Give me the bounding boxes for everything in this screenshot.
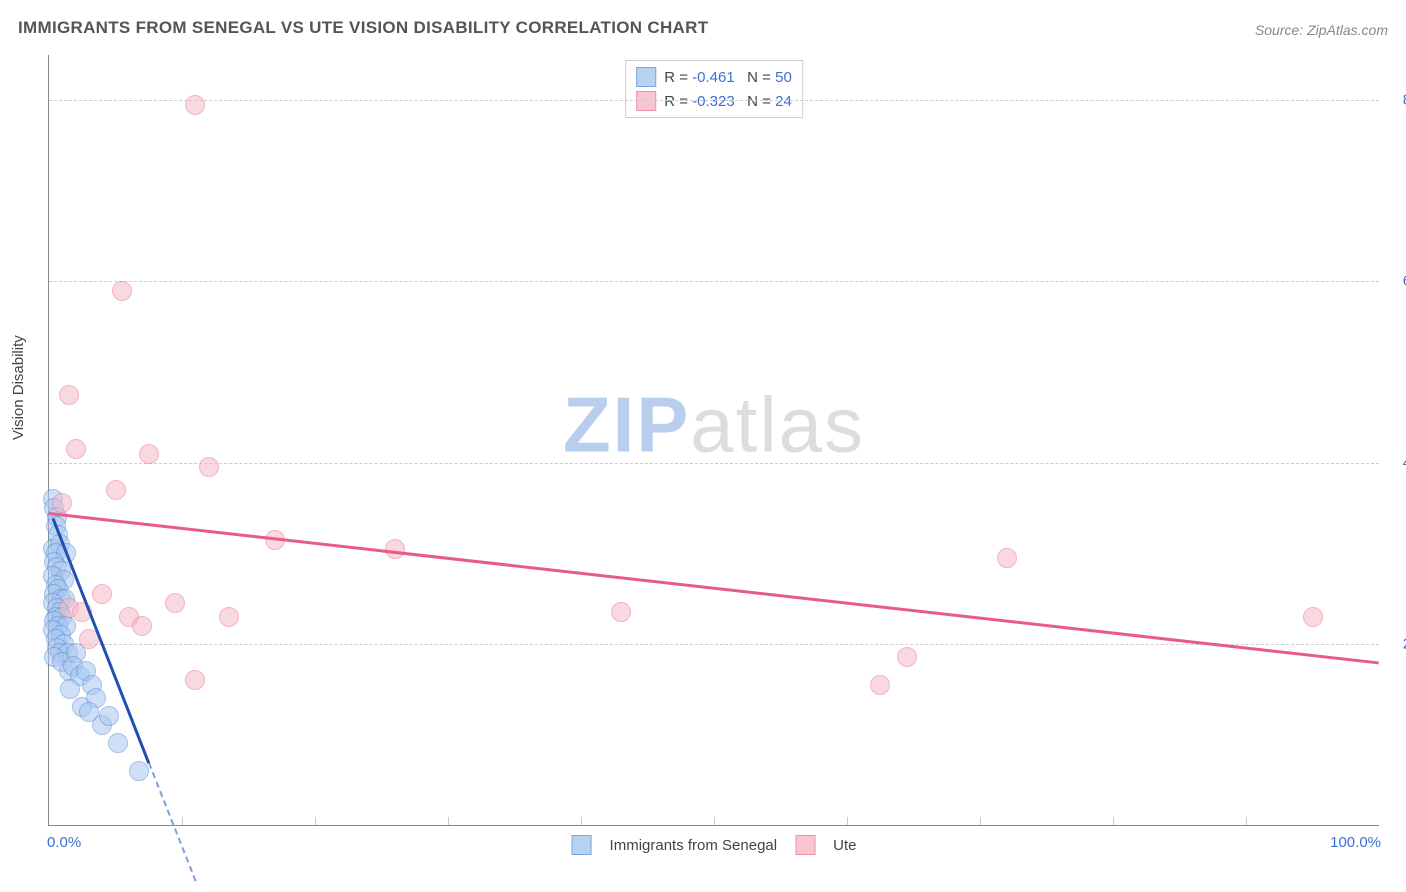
trend-line — [49, 512, 1379, 664]
data-point — [108, 733, 128, 753]
data-point — [66, 439, 86, 459]
y-axis-label: Vision Disability — [10, 335, 27, 440]
data-point — [199, 457, 219, 477]
data-point — [165, 593, 185, 613]
data-point — [112, 281, 132, 301]
x-tick-label: 0.0% — [47, 834, 81, 851]
x-minor-tick — [1246, 817, 1247, 825]
watermark-strong: ZIP — [563, 380, 690, 468]
chart-container: IMMIGRANTS FROM SENEGAL VS UTE VISION DI… — [0, 0, 1406, 892]
gridline-h — [49, 644, 1379, 645]
y-tick-label: 4.0% — [1387, 454, 1406, 471]
data-point — [139, 444, 159, 464]
legend-swatch — [636, 67, 656, 87]
trend-line-extrapolated — [148, 762, 196, 880]
gridline-h — [49, 463, 1379, 464]
x-minor-tick — [182, 817, 183, 825]
x-minor-tick — [714, 817, 715, 825]
y-tick-label: 2.0% — [1387, 635, 1406, 652]
x-minor-tick — [581, 817, 582, 825]
legend-row: R = -0.461 N = 50 — [636, 65, 792, 89]
chart-title: IMMIGRANTS FROM SENEGAL VS UTE VISION DI… — [18, 18, 708, 38]
data-point — [870, 675, 890, 695]
data-point — [92, 584, 112, 604]
watermark: ZIPatlas — [563, 379, 865, 470]
source-label: Source: ZipAtlas.com — [1255, 22, 1388, 38]
data-point — [132, 616, 152, 636]
x-minor-tick — [1113, 817, 1114, 825]
data-point — [219, 607, 239, 627]
data-point — [897, 647, 917, 667]
data-point — [185, 95, 205, 115]
series-legend: Immigrants from Senegal Ute — [572, 835, 857, 855]
watermark-light: atlas — [690, 380, 865, 468]
legend-stat: R = -0.461 N = 50 — [664, 69, 792, 86]
x-minor-tick — [448, 817, 449, 825]
legend-label: Ute — [833, 837, 856, 854]
y-tick-label: 8.0% — [1387, 92, 1406, 109]
x-minor-tick — [847, 817, 848, 825]
legend-swatch — [572, 835, 592, 855]
gridline-h — [49, 281, 1379, 282]
data-point — [52, 493, 72, 513]
correlation-legend: R = -0.461 N = 50R = -0.323 N = 24 — [625, 60, 803, 118]
data-point — [1303, 607, 1323, 627]
data-point — [997, 548, 1017, 568]
y-tick-label: 6.0% — [1387, 273, 1406, 290]
legend-swatch — [795, 835, 815, 855]
data-point — [385, 539, 405, 559]
data-point — [106, 480, 126, 500]
data-point — [185, 670, 205, 690]
x-minor-tick — [315, 817, 316, 825]
legend-label: Immigrants from Senegal — [610, 837, 778, 854]
x-minor-tick — [980, 817, 981, 825]
data-point — [60, 679, 80, 699]
gridline-h — [49, 100, 1379, 101]
data-point — [99, 706, 119, 726]
data-point — [59, 385, 79, 405]
x-tick-label: 100.0% — [1330, 834, 1381, 851]
plot-area: ZIPatlas R = -0.461 N = 50R = -0.323 N =… — [48, 55, 1379, 826]
data-point — [611, 602, 631, 622]
